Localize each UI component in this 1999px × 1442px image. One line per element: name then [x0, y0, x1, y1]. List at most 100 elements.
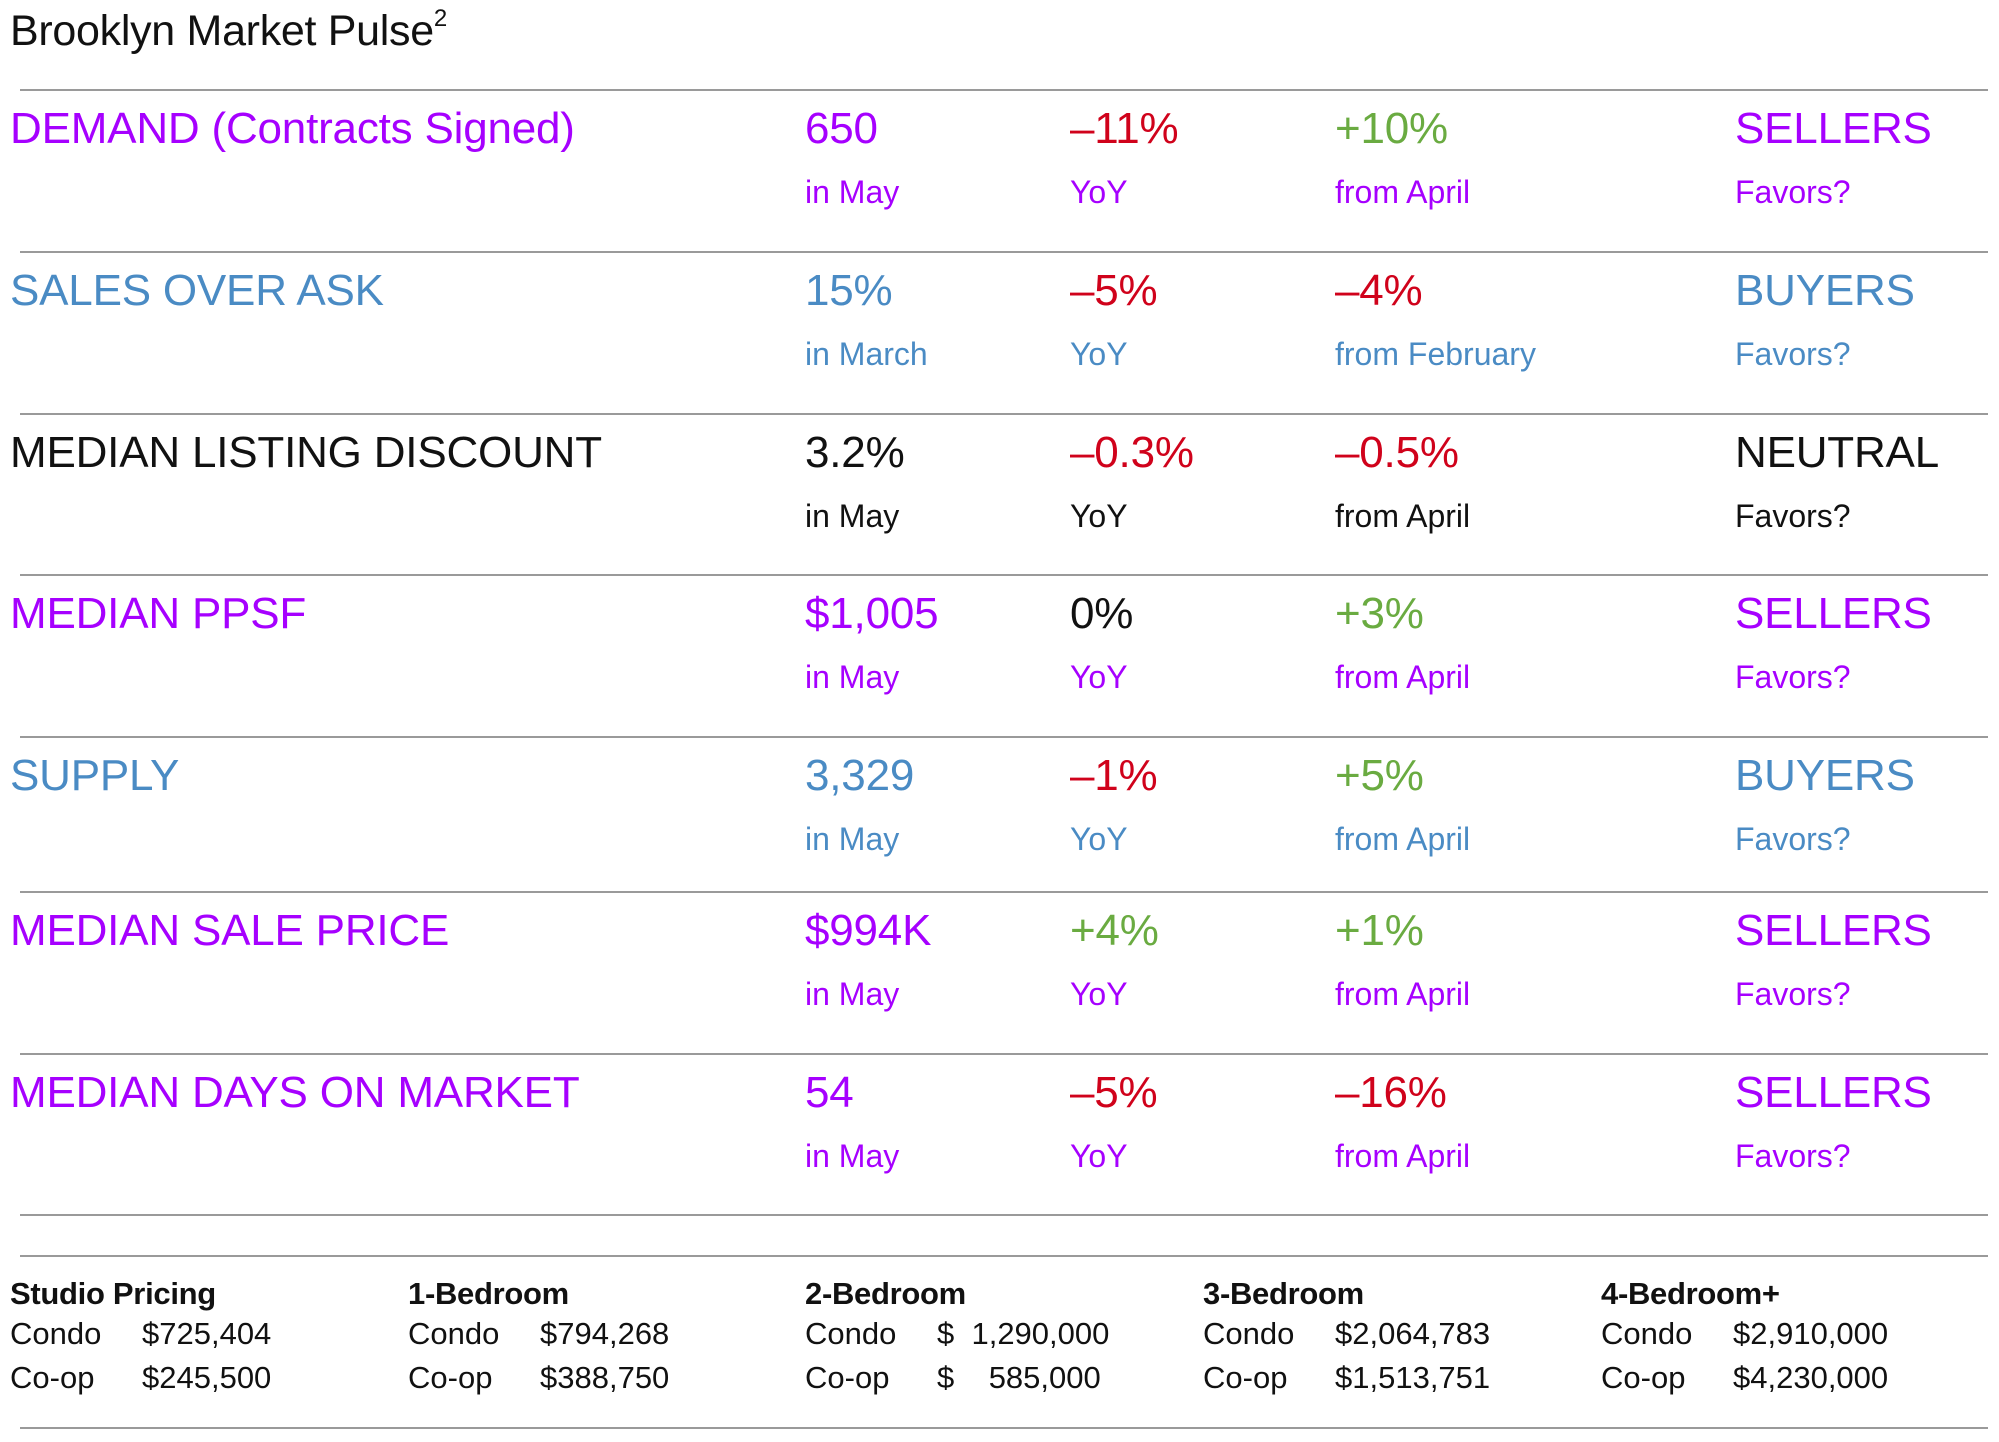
unit-pricing-section: Studio Pricing Condo $725,404 Co-op $245,500… [0, 1270, 1999, 1420]
metric-period: in May [805, 659, 900, 695]
title-footnote-marker: 2 [433, 4, 447, 32]
title-text: Brooklyn Market Pulse [10, 7, 434, 55]
pricing-line-condo: Condo $2,910,000 [1601, 1312, 1991, 1356]
metric-name: SUPPLY [10, 751, 180, 800]
metric-favors-label: Favors? [1735, 659, 1851, 695]
condo-price: $725,404 [142, 1315, 272, 1351]
pricing-group: 4-Bedroom+ Condo $2,910,000 Co-op $4,230,000 [1601, 1276, 1991, 1400]
metric-yoy-label: YoY [1070, 174, 1128, 210]
metric-yoy-change: –1% [1070, 751, 1158, 800]
metric-yoy-label: YoY [1070, 976, 1128, 1012]
metric-period-change-label: from April [1335, 1138, 1471, 1174]
metric-period: in May [805, 976, 900, 1012]
metric-row: MEDIAN LISTING DISCOUNT 3.2% in May –0.3% Yo… [0, 413, 1999, 573]
metric-value: 15% [805, 266, 893, 315]
metric-period-change: +5% [1335, 751, 1424, 800]
metric-period: in May [805, 1138, 900, 1174]
metric-yoy-change: –5% [1070, 266, 1158, 315]
divider-rule [20, 1214, 1988, 1216]
metric-period-change-label: from April [1335, 821, 1471, 857]
metric-favors: NEUTRAL [1735, 428, 1939, 477]
metric-name: MEDIAN DAYS ON MARKET [10, 1068, 580, 1117]
metric-favors-label: Favors? [1735, 821, 1851, 857]
metric-favors-label: Favors? [1735, 976, 1851, 1012]
metric-name: DEMAND (Contracts Signed) [10, 104, 575, 153]
divider-rule [20, 413, 1988, 415]
condo-label: Condo [10, 1315, 102, 1351]
condo-price: $ 1,290,000 [937, 1315, 1110, 1351]
metric-period-change-label: from April [1335, 976, 1471, 1012]
metric-yoy-change: +4% [1070, 906, 1159, 955]
pricing-line-condo: Condo $725,404 [10, 1312, 400, 1356]
condo-price: $2,064,783 [1335, 1315, 1491, 1351]
metric-value: $1,005 [805, 589, 939, 638]
metric-yoy-label: YoY [1070, 659, 1128, 695]
metric-period: in May [805, 498, 900, 534]
metric-yoy-change: –0.3% [1070, 428, 1194, 477]
coop-label: Co-op [1601, 1359, 1686, 1395]
metric-period-change: +10% [1335, 104, 1448, 153]
metric-favors-label: Favors? [1735, 498, 1851, 534]
pricing-heading: Studio Pricing [10, 1276, 216, 1311]
condo-price: $2,910,000 [1733, 1315, 1889, 1351]
divider-rule [20, 1053, 1988, 1055]
condo-price: $794,268 [540, 1315, 670, 1351]
metric-yoy-change: –5% [1070, 1068, 1158, 1117]
pricing-line-condo: Condo $2,064,783 [1203, 1312, 1593, 1356]
metric-value: 3.2% [805, 428, 905, 477]
metric-yoy-change: 0% [1070, 589, 1134, 638]
coop-price: $4,230,000 [1733, 1359, 1889, 1395]
coop-label: Co-op [408, 1359, 493, 1395]
pricing-line-coop: Co-op $388,750 [408, 1356, 798, 1400]
metric-yoy-label: YoY [1070, 498, 1128, 534]
metric-favors-label: Favors? [1735, 336, 1851, 372]
pricing-heading: 1-Bedroom [408, 1276, 569, 1311]
divider-rule [20, 251, 1988, 253]
metric-period-change: +3% [1335, 589, 1424, 638]
pricing-group: 2-Bedroom Condo $ 1,290,000 Co-op $ 585,000 [805, 1276, 1195, 1400]
metric-yoy-label: YoY [1070, 821, 1128, 857]
metric-value: 54 [805, 1068, 854, 1117]
condo-label: Condo [1601, 1315, 1693, 1351]
metric-period-change-label: from February [1335, 336, 1536, 372]
metric-yoy-label: YoY [1070, 1138, 1128, 1174]
divider-rule [20, 736, 1988, 738]
metric-period: in May [805, 174, 900, 210]
metric-favors-label: Favors? [1735, 174, 1851, 210]
metric-name: SALES OVER ASK [10, 266, 384, 315]
metric-yoy-label: YoY [1070, 336, 1128, 372]
divider-rule [20, 1427, 1988, 1429]
pricing-line-coop: Co-op $ 585,000 [805, 1356, 1195, 1400]
metric-row: DEMAND (Contracts Signed) 650 in May –11% Yo… [0, 89, 1999, 249]
metric-period-change: –16% [1335, 1068, 1447, 1117]
metric-period-change: –4% [1335, 266, 1423, 315]
metric-name: MEDIAN SALE PRICE [10, 906, 450, 955]
metric-period-change: +1% [1335, 906, 1424, 955]
coop-price: $1,513,751 [1335, 1359, 1491, 1395]
pricing-line-coop: Co-op $4,230,000 [1601, 1356, 1991, 1400]
divider-rule [20, 89, 1988, 91]
metric-name: MEDIAN PPSF [10, 589, 307, 638]
metric-period-change-label: from April [1335, 498, 1471, 534]
metric-row: SALES OVER ASK 15% in March –5% YoY –4% from F… [0, 251, 1999, 411]
metric-yoy-change: –11% [1070, 104, 1179, 153]
pricing-group: Studio Pricing Condo $725,404 Co-op $245,500 [10, 1276, 400, 1400]
metric-favors: SELLERS [1735, 589, 1932, 638]
metric-row: MEDIAN SALE PRICE $994K in May +4% YoY +1% fro… [0, 891, 1999, 1051]
metric-favors: SELLERS [1735, 104, 1932, 153]
coop-label: Co-op [1203, 1359, 1288, 1395]
divider-rule [20, 574, 1988, 576]
pricing-heading: 3-Bedroom [1203, 1276, 1364, 1311]
coop-price: $245,500 [142, 1359, 272, 1395]
pricing-group: 1-Bedroom Condo $794,268 Co-op $388,750 [408, 1276, 798, 1400]
metric-row: MEDIAN DAYS ON MARKET 54 in May –5% YoY –16% f… [0, 1053, 1999, 1213]
coop-label: Co-op [10, 1359, 95, 1395]
metric-favors: SELLERS [1735, 1068, 1932, 1117]
metric-name: MEDIAN LISTING DISCOUNT [10, 428, 602, 477]
metric-value: $994K [805, 906, 932, 955]
pricing-heading: 4-Bedroom+ [1601, 1276, 1780, 1311]
metric-period-change: –0.5% [1335, 428, 1459, 477]
metric-row: MEDIAN PPSF $1,005 in May 0% YoY +3% from Apri… [0, 574, 1999, 734]
metric-row: SUPPLY 3,329 in May –1% YoY +5% from April BUYE… [0, 736, 1999, 896]
condo-label: Condo [408, 1315, 500, 1351]
